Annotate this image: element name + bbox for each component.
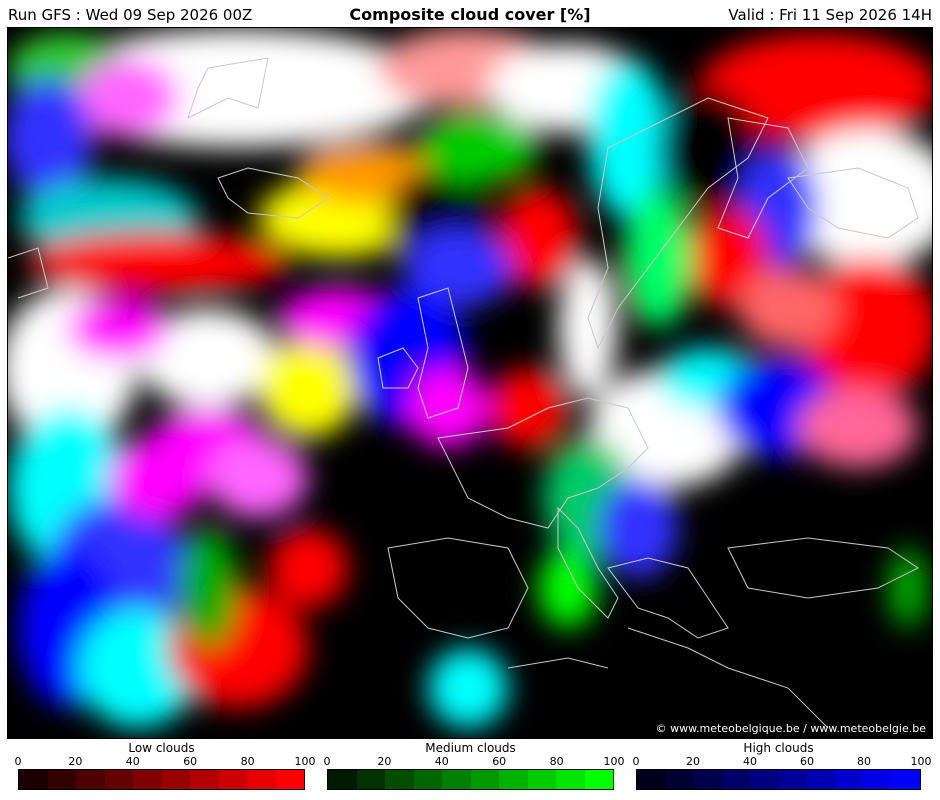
legend-tick-label: 60 (492, 755, 507, 768)
legend-color-swatch (863, 770, 892, 789)
legend-tick-label: 100 (910, 755, 932, 768)
legend-colorbar (327, 769, 614, 790)
legend-medium-clouds: Medium clouds 0 20 40 60 80 100 (323, 741, 625, 799)
legend-color-swatch (584, 770, 613, 789)
legend-color-swatch (356, 770, 385, 789)
legend-ticks: 0 20 40 60 80 100 (323, 755, 625, 769)
legend-tick-label: 0 (323, 755, 331, 768)
legend-tick-label: 20 (68, 755, 83, 768)
legend-tick-label: 40 (743, 755, 757, 768)
cloud-cover-map: © www.meteobelgique.be / www.meteobelgie… (7, 27, 933, 739)
valid-time-label: Valid : Fri 11 Sep 2026 14H (728, 6, 932, 24)
legend-ticks: 0 20 40 60 80 100 (632, 755, 932, 769)
header: Run GFS : Wed 09 Sep 2026 00Z Composite … (0, 0, 940, 28)
legend-color-swatch (693, 770, 722, 789)
legend-color-swatch (104, 770, 133, 789)
legend-color-swatch (721, 770, 751, 789)
legend-tick-label: 0 (632, 755, 640, 768)
legend-title: Low clouds (128, 741, 195, 755)
legend-color-swatch (499, 770, 528, 789)
legend-colorbar (636, 769, 921, 790)
legend-color-swatch (133, 770, 162, 789)
legend-colorbar (18, 769, 305, 790)
map-credit: © www.meteobelgique.be / www.meteobelgie… (656, 722, 927, 735)
legend-ticks: 0 20 40 60 80 100 (14, 755, 316, 769)
cloud-field (8, 28, 932, 728)
legend-color-swatch (556, 770, 585, 789)
legend-tick-label: 20 (377, 755, 392, 768)
legend-color-swatch (385, 770, 414, 789)
legend-color-swatch (527, 770, 556, 789)
legend-color-swatch (470, 770, 499, 789)
legend-tick-label: 80 (240, 755, 255, 768)
run-label: Run GFS : Wed 09 Sep 2026 00Z (8, 6, 253, 24)
legend-color-swatch (76, 770, 105, 789)
legend-tick-label: 100 (294, 755, 316, 768)
legend-color-swatch (218, 770, 247, 789)
legend-color-swatch (413, 770, 442, 789)
legend-tick-label: 40 (434, 755, 449, 768)
legend-color-swatch (750, 770, 779, 789)
legend-color-swatch (247, 770, 276, 789)
coastlines (8, 57, 919, 729)
legend-high-clouds: High clouds 0 20 40 60 80 100 (632, 741, 932, 799)
legend-low-clouds: Low clouds 0 20 40 60 80 100 (14, 741, 316, 799)
legend-color-swatch (442, 770, 471, 789)
legend-color-swatch (19, 770, 48, 789)
legend-tick-label: 40 (125, 755, 140, 768)
legend-color-swatch (806, 770, 836, 789)
legend-color-swatch (637, 770, 666, 789)
legend-color-swatch (328, 770, 357, 789)
legend-color-swatch (835, 770, 864, 789)
legend-tick-label: 60 (183, 755, 198, 768)
legend-color-swatch (778, 770, 807, 789)
legend-tick-label: 20 (686, 755, 700, 768)
legend-color-swatch (275, 770, 304, 789)
legend-color-swatch (665, 770, 694, 789)
legend-tick-label: 100 (603, 755, 625, 768)
legend-tick-label: 60 (800, 755, 814, 768)
legend-tick-label: 80 (549, 755, 564, 768)
legend-color-swatch (891, 770, 920, 789)
legend-color-swatch (161, 770, 190, 789)
legend-tick-label: 0 (14, 755, 22, 768)
legend-title: High clouds (743, 741, 814, 755)
map-title: Composite cloud cover [%] (349, 5, 591, 24)
legend-tick-label: 80 (857, 755, 871, 768)
legend-color-swatch (190, 770, 219, 789)
legend-title: Medium clouds (425, 741, 516, 755)
legend-color-swatch (47, 770, 76, 789)
